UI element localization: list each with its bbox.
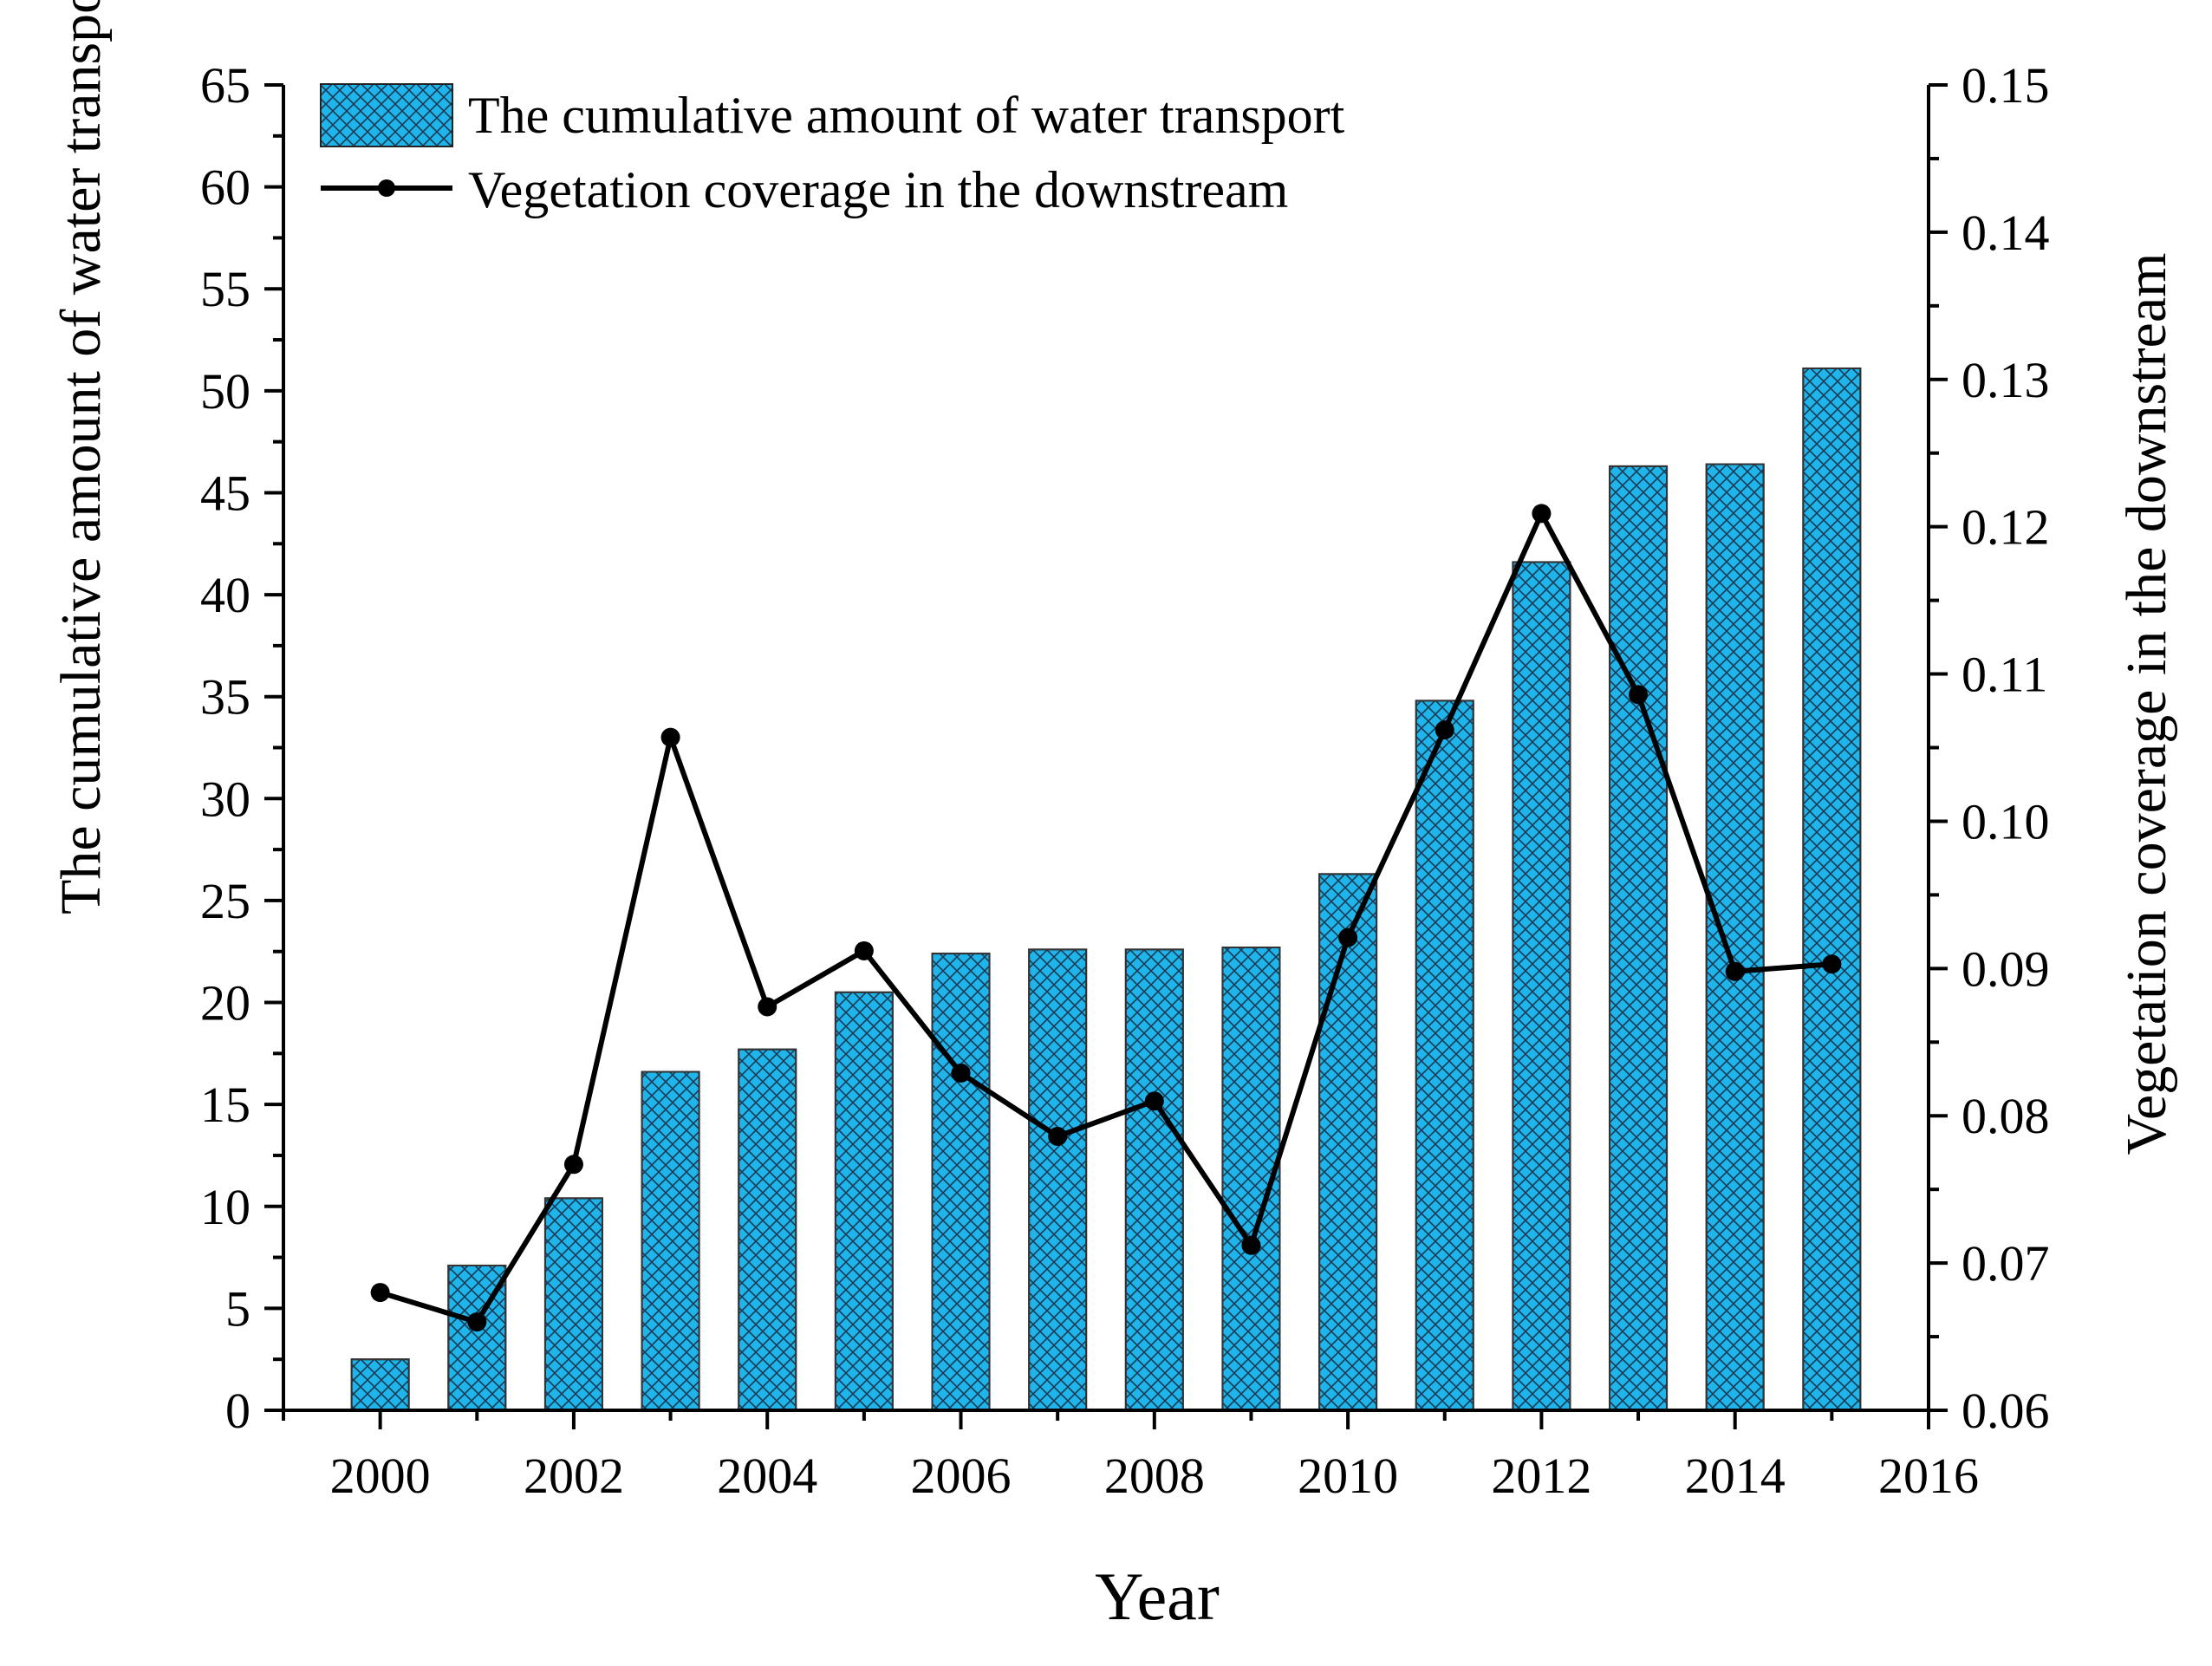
- vegetation-point-2005: [854, 940, 874, 960]
- vegetation-point-2013: [1629, 685, 1649, 705]
- y-left-tick-label-55: 55: [200, 261, 250, 317]
- bar-hatch-2007: [1028, 948, 1088, 1411]
- legend-swatch-marker: [378, 179, 395, 197]
- vegetation-point-2006: [951, 1063, 971, 1083]
- legend: The cumulative amount of water transport…: [320, 83, 1345, 218]
- y-right-tick-label-0.07: 0.07: [1962, 1235, 2050, 1292]
- y-left-tick-label-25: 25: [200, 873, 250, 929]
- bar-hatch-2015: [1802, 367, 1862, 1411]
- y-left-tick-label-5: 5: [225, 1280, 250, 1337]
- vegetation-point-2015: [1822, 954, 1842, 974]
- y-right-tick-label-0.09: 0.09: [1962, 940, 2050, 997]
- y-axis-left-title: The cumulative amount of water transport…: [44, 0, 113, 914]
- y-right-tick-label-0.12: 0.12: [1962, 499, 2050, 556]
- vegetation-point-2008: [1144, 1091, 1164, 1111]
- bar-hatch-2010: [1318, 873, 1378, 1411]
- vegetation-point-2004: [758, 997, 777, 1017]
- y-left-tick-label-15: 15: [200, 1077, 250, 1133]
- vegetation-point-2009: [1241, 1235, 1261, 1255]
- x-tick-label-2004: 2004: [717, 1448, 817, 1504]
- vegetation-point-2000: [370, 1283, 390, 1303]
- y-left-tick-label-0: 0: [225, 1383, 250, 1439]
- vegetation-point-2014: [1725, 961, 1745, 981]
- y-right-tick-label-0.14: 0.14: [1962, 205, 2050, 261]
- y-left-tick-label-60: 60: [200, 159, 250, 216]
- y-right-tick-label-0.11: 0.11: [1962, 647, 2047, 703]
- x-tick-label-2002: 2002: [524, 1448, 624, 1504]
- vegetation-point-2012: [1532, 504, 1552, 524]
- axes: 2000 2002 2004 2006 2008 2010 2012 2014 2016 0 5 10…: [200, 57, 2050, 1504]
- y-right-tick-label-0.10: 0.10: [1962, 793, 2050, 849]
- bar-hatch-2012: [1512, 561, 1571, 1411]
- line-series: [370, 504, 1842, 1332]
- y-left-tick-label-10: 10: [200, 1179, 250, 1235]
- legend-label-water-transport: The cumulative amount of water transport: [468, 87, 1345, 144]
- bar-hatch-2000: [350, 1358, 410, 1411]
- x-tick-label-2008: 2008: [1104, 1448, 1205, 1504]
- y-left-tick-label-45: 45: [200, 465, 250, 521]
- x-tick-label-2010: 2010: [1298, 1448, 1398, 1504]
- bar-hatch-2005: [834, 991, 894, 1412]
- x-tick-label-2014: 2014: [1685, 1448, 1786, 1504]
- y-right-tick-label-0.06: 0.06: [1962, 1383, 2050, 1439]
- y-left-tick-label-50: 50: [200, 363, 250, 420]
- x-tick-label-2006: 2006: [911, 1448, 1012, 1504]
- y-left-tick-label-30: 30: [200, 771, 250, 827]
- legend-label-vegetation: Vegetation coverage in the downstream: [468, 161, 1288, 218]
- y-right-tick-label-0.15: 0.15: [1962, 57, 2050, 114]
- bar-hatch-2004: [738, 1048, 797, 1411]
- vegetation-point-2002: [563, 1155, 583, 1175]
- x-tick-label-2016: 2016: [1878, 1448, 1979, 1504]
- bar-series: [350, 367, 1862, 1412]
- y-right-tick-label-0.13: 0.13: [1962, 352, 2050, 408]
- vegetation-line: [379, 511, 1832, 1325]
- y-right-tick-label-0.08: 0.08: [1962, 1088, 2050, 1144]
- bar-hatch-2013: [1609, 465, 1669, 1411]
- bar-hatch-2014: [1705, 463, 1765, 1412]
- y-axis-right-title: Vegetation coverage in the downstream: [2115, 253, 2178, 1155]
- legend-swatch-bar-hatch: [320, 83, 453, 147]
- vegetation-point-2001: [467, 1312, 487, 1332]
- x-tick-label-2000: 2000: [330, 1448, 431, 1504]
- vegetation-point-2007: [1048, 1127, 1068, 1147]
- vegetation-point-2010: [1338, 927, 1358, 947]
- bar-hatch-2003: [641, 1071, 700, 1412]
- bar-hatch-2008: [1124, 948, 1184, 1411]
- vegetation-point-2003: [660, 727, 680, 747]
- bar-hatch-2006: [931, 953, 991, 1412]
- y-left-tick-label-20: 20: [200, 975, 250, 1031]
- y-left-tick-label-65: 65: [200, 57, 250, 114]
- x-tick-label-2012: 2012: [1491, 1448, 1591, 1504]
- y-left-tick-label-35: 35: [200, 669, 250, 726]
- y-left-tick-label-40: 40: [200, 567, 250, 623]
- vegetation-point-2011: [1435, 720, 1454, 740]
- bar-hatch-2002: [543, 1197, 603, 1411]
- x-axis-title: Year: [1095, 1559, 1220, 1634]
- bar-hatch-2011: [1415, 700, 1474, 1411]
